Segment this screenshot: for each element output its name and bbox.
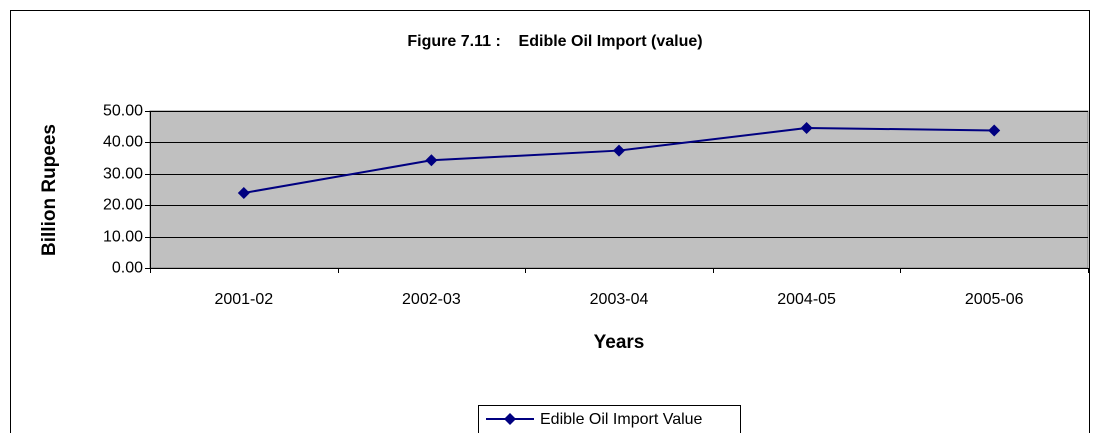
data-point — [613, 144, 625, 157]
y-tick-label: 0.00 — [112, 260, 143, 277]
y-tick-label: 40.00 — [103, 134, 143, 151]
data-point — [800, 121, 813, 134]
x-tick-label: 2001-02 — [214, 291, 273, 308]
y-tick-label: 50.00 — [103, 103, 143, 120]
plot-area — [149, 110, 1089, 269]
data-point — [425, 154, 438, 167]
x-tick-label: 2002-03 — [402, 291, 461, 308]
data-point — [237, 186, 250, 199]
x-tick-label: 2005-06 — [965, 291, 1024, 308]
legend-label: Edible Oil Import Value — [540, 411, 703, 428]
x-tick-label: 2004-05 — [777, 291, 836, 308]
y-axis-title: Billion Rupees — [39, 124, 60, 256]
x-tick-label: 2003-04 — [590, 291, 649, 308]
legend-marker — [504, 413, 516, 425]
data-point — [988, 124, 1001, 137]
y-tick-label: 10.00 — [103, 229, 143, 246]
y-tick-label: 30.00 — [103, 166, 143, 183]
x-axis-title: Years — [594, 332, 645, 353]
y-tick-label: 20.00 — [103, 197, 143, 214]
chart-title: Figure 7.11 : Edible Oil Import (value) — [407, 33, 702, 50]
